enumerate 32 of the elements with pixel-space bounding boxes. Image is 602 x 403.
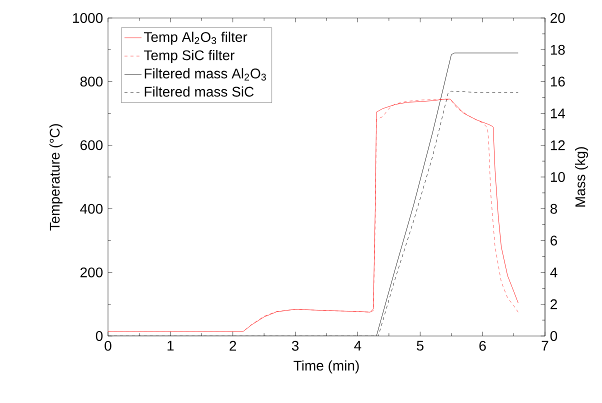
y2-tick-label: 4 [550,268,558,278]
y2-tick-label: 12 [550,140,565,150]
y2-tick-label: 0 [550,331,558,341]
y2-axis-title: Mass (kg) [574,147,588,207]
x-tick-label: 0 [104,340,112,351]
legend-label: Filtered mass Al$_{2}$O$_{3}$ [144,68,266,81]
y2-tick-label: 14 [550,108,566,118]
x-tick-label: 2 [230,340,236,351]
y2-tick-label: 2 [550,299,557,310]
y-tick-label: 200 [80,267,103,278]
y-tick-label: 0 [96,331,103,341]
y2-tick-label: 10 [550,172,565,182]
y2-tick-label: 8 [550,204,558,214]
y-tick-label: 1000 [73,13,103,23]
x-tick-label: 4 [354,340,362,350]
x-tick-label: 5 [416,340,424,351]
legend-label: Filtered mass SiC [144,86,254,97]
legend-label: Temp SiC filter [144,50,234,63]
y2-tick-label: 20 [550,13,565,23]
y2-tick-label: 18 [550,44,565,55]
y2-tick-label: 6 [550,236,558,246]
y-tick-label: 800 [80,76,103,87]
x-tick-label: 7 [542,340,548,350]
x-tick-label: 3 [292,340,299,351]
legend-label: Temp Al$_{2}$O$_{3}$ filter [144,32,248,45]
y-tick-label: 400 [80,204,103,214]
x-tick-label: 6 [479,340,486,351]
y2-tick-label: 16 [550,76,565,87]
x-tick-label: 1 [168,340,174,350]
y-axis-title: Temperature (°C) [49,124,62,230]
x-axis-title: Time (min) [294,360,359,374]
y-tick-label: 600 [80,140,103,150]
